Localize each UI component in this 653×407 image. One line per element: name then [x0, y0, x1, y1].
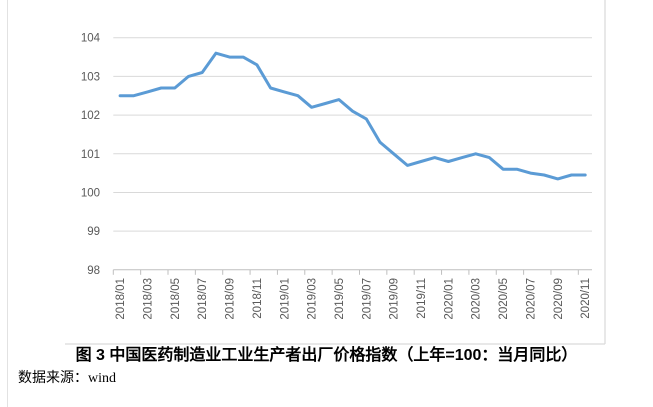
- svg-text:2020/11: 2020/11: [580, 278, 592, 319]
- svg-text:103: 103: [81, 71, 100, 83]
- svg-text:100: 100: [81, 187, 100, 199]
- svg-text:104: 104: [81, 33, 101, 45]
- svg-text:99: 99: [87, 226, 100, 238]
- figure-caption: 图 3 中国医药制造业工业生产者出厂价格指数（上年=100：当月同比）: [75, 347, 578, 364]
- y-axis-labels: 98 99 100 101 102 103 104: [81, 33, 101, 277]
- x-axis: [112, 269, 592, 275]
- svg-text:2020/07: 2020/07: [525, 278, 537, 320]
- x-axis-labels: 2018/01 2018/03 2018/05 2018/07 2018/09 2018/…: [115, 278, 592, 320]
- gridlines: [113, 37, 592, 232]
- svg-text:2019/09: 2019/09: [389, 278, 401, 320]
- svg-text:2018/07: 2018/07: [197, 278, 209, 320]
- svg-text:2019/07: 2019/07: [361, 278, 373, 320]
- chart-frame: [65, 0, 606, 345]
- svg-text:2018/01: 2018/01: [115, 278, 127, 320]
- page-left-border: [7, 0, 8, 407]
- svg-text:2020/05: 2020/05: [498, 278, 510, 320]
- svg-text:2019/05: 2019/05: [334, 278, 346, 320]
- svg-text:2019/03: 2019/03: [307, 278, 319, 320]
- svg-text:2018/05: 2018/05: [170, 278, 182, 320]
- svg-text:2018/03: 2018/03: [142, 278, 154, 320]
- svg-text:2019/11: 2019/11: [416, 278, 428, 319]
- series-line: [118, 51, 587, 181]
- ppi-trend-chart: 98 99 100 101 102 103 104 2018/01 2018/03 2018/05…: [65, 0, 606, 345]
- svg-text:98: 98: [87, 265, 100, 277]
- svg-text:2020/01: 2020/01: [443, 278, 455, 320]
- svg-text:2019/01: 2019/01: [279, 278, 291, 320]
- svg-text:2018/09: 2018/09: [225, 278, 237, 320]
- svg-text:2018/11: 2018/11: [252, 278, 264, 319]
- data-source: 数据来源：wind: [18, 371, 116, 386]
- svg-text:2020/03: 2020/03: [471, 278, 483, 320]
- svg-text:101: 101: [81, 149, 100, 161]
- svg-text:2020/09: 2020/09: [553, 278, 565, 320]
- svg-text:102: 102: [81, 110, 100, 122]
